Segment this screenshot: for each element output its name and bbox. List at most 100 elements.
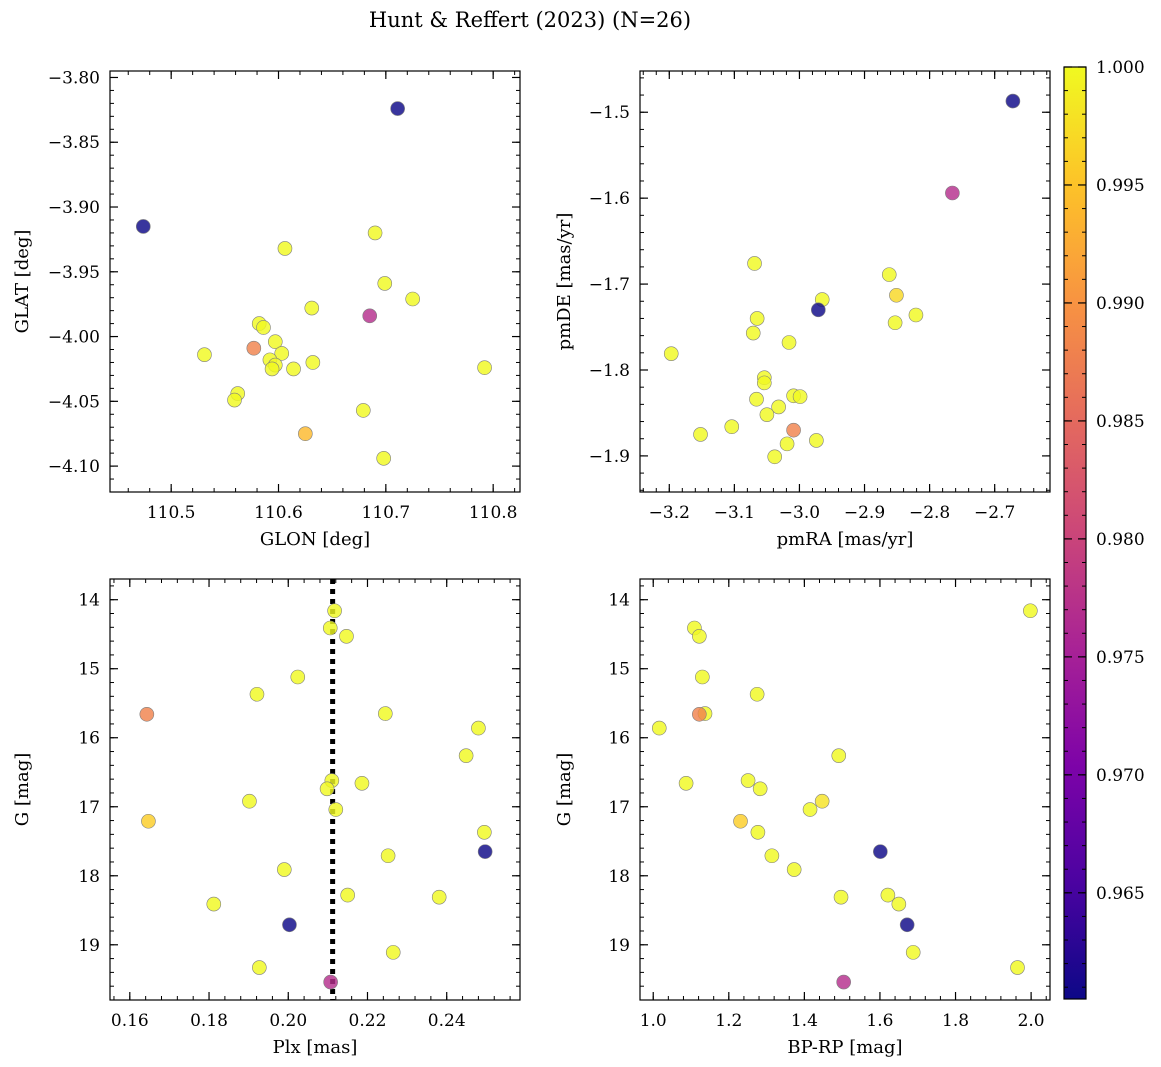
data-point [252,960,267,975]
y-tick-label: 17 [78,798,100,818]
x-tick-label: 110.5 [147,503,196,523]
data-point [274,346,290,361]
data-point [376,451,391,466]
data-point [276,862,292,877]
data-point [767,449,783,465]
data-point [749,686,765,702]
data-point [304,300,320,316]
data-point [264,361,280,377]
data-point [197,347,212,362]
scatter-panel-glon-glat: 110.5 110.6 110.7 110.8 −3.80 −3.85 −3.90 −3.95… [12,68,521,550]
y-tick-label: 19 [608,936,630,956]
y-tick-label: 19 [78,936,100,956]
axes-frame [639,578,1051,1001]
data-point [692,706,707,722]
scatter-panel-bprp-g: 1.0 1.2 1.4 1.6 1.8 2.0 14 15 16 17 18 19 BP-RP [mag… [554,578,1051,1058]
x-tick-label: 110.8 [469,503,518,523]
data-point [362,308,378,324]
y-tick-label: −4.00 [48,328,100,348]
x-tick-label: −2.7 [974,503,1015,523]
data-point [740,773,756,788]
data-point [786,862,802,877]
data-point [249,686,265,702]
x-tick-label: 1.8 [942,1011,969,1031]
data-point [477,844,493,859]
data-point [792,389,808,404]
data-point [328,802,344,817]
data-point [749,391,764,407]
colorbar-tick-label: 0.985 [1096,412,1145,432]
y-tick-label: 18 [78,867,100,887]
data-point [802,802,818,817]
data-point [390,101,405,116]
data-point [246,340,262,356]
x-axis-label: pmRA [mas/yr] [777,529,914,550]
data-point [458,748,474,763]
data-point [811,302,826,318]
data-point [678,775,694,791]
data-point [431,889,447,905]
x-axis-label: Plx [mas] [273,1037,358,1058]
y-tick-label: −4.05 [48,392,100,412]
axes-frame [639,70,1051,493]
x-tick-label: 1.2 [715,1011,742,1031]
x-tick-label: 0.20 [269,1011,307,1031]
colorbar-tick-label: 0.970 [1096,766,1145,786]
data-point [836,974,851,990]
y-tick-label: −1.7 [589,275,630,295]
y-tick-label: −3.95 [48,263,100,283]
data-point [305,355,321,370]
data-point [899,917,915,933]
data-point [322,620,338,636]
y-tick-label: 17 [608,798,630,818]
x-tick-label: 1.0 [640,1011,667,1031]
x-tick-label: −2.9 [844,503,885,523]
data-point [752,781,768,797]
x-axis-label: GLON [deg] [260,529,370,550]
x-tick-label: 2.0 [1018,1011,1045,1031]
data-point [693,427,708,442]
x-tick-label: 1.6 [866,1011,893,1031]
y-tick-label: −3.85 [48,133,100,153]
x-tick-label: 110.7 [362,503,411,523]
x-axis-label: BP-RP [mag] [787,1037,902,1058]
data-point [378,706,393,721]
data-point [764,848,780,864]
colorbar-tick-label: 1.000 [1096,58,1145,78]
y-tick-label: −1.6 [589,189,630,209]
data-point [891,896,907,912]
data-point [881,267,897,282]
data-point [724,419,740,435]
y-tick-label: −1.5 [589,103,630,123]
data-point [323,974,338,990]
data-point [905,945,921,960]
y-tick-label: 16 [78,729,100,749]
x-tick-label: −3.1 [714,503,755,523]
x-tick-label: −3.0 [779,503,820,523]
data-point [367,225,383,241]
colorbar-tick-label: 0.980 [1096,530,1145,550]
data-point [340,887,355,903]
x-tick-label: 0.18 [190,1011,228,1031]
scatter-panel-plx-g: 0.16 0.18 0.20 0.22 0.24 14 15 16 17 18 19 Plx [mas… [12,578,521,1058]
data-point [1010,960,1025,975]
data-point [298,426,313,442]
data-point [1023,603,1038,619]
data-point [377,276,393,291]
data-point [831,748,847,763]
data-point [779,436,795,452]
data-point [887,315,903,331]
data-point [385,945,401,960]
data-point [319,781,335,797]
data-point [745,325,761,341]
data-point [733,813,748,829]
data-point [206,896,222,912]
colorbar: 0.965 0.970 0.975 0.980 0.985 0.990 0.995 1.000 [1063,58,1145,1000]
y-tick-label: 18 [608,867,630,887]
y-tick-label: 14 [78,591,100,611]
data-point [757,375,772,391]
data-point [242,793,257,809]
data-point [749,311,765,326]
y-axis-label: G [mag] [554,753,575,826]
